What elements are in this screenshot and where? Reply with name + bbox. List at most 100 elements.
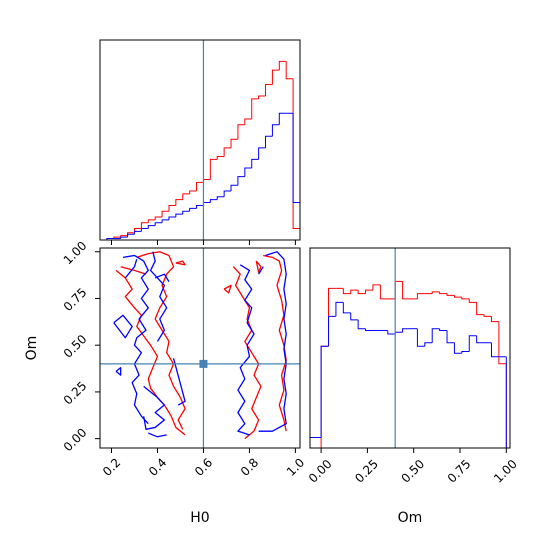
om-blue-bin — [335, 301, 344, 317]
h0-red-bin — [196, 181, 204, 192]
h0-red-bin — [189, 190, 197, 194]
om-blue-bin — [365, 328, 373, 331]
h0-blue-bin — [271, 124, 280, 137]
h0-blue-bin — [175, 213, 183, 217]
om-tick-label: 0.50 — [61, 332, 90, 361]
h0-blue-bin — [258, 147, 266, 160]
om-red-bin — [320, 345, 329, 448]
h0-red-bin — [154, 216, 163, 220]
h0-blue-bin — [127, 233, 135, 238]
h0-red-bin — [168, 204, 176, 212]
om-red-bin — [498, 321, 507, 365]
om-tick-label: 0.25 — [61, 379, 90, 408]
h0-histogram-blue-series — [100, 112, 301, 241]
h0-tick-label: 0.6 — [192, 455, 215, 478]
h0-blue-bin — [189, 207, 197, 212]
h0-blue-bin — [265, 135, 273, 148]
h0-red-bin — [223, 147, 232, 157]
om-red-bin — [342, 288, 351, 295]
h0-red-bin — [258, 95, 266, 99]
om-red-bin — [431, 291, 440, 294]
h0-red-bin — [147, 219, 156, 223]
om-blue-bin — [416, 328, 425, 347]
om-histogram-frame — [309, 247, 511, 449]
om-tick-label: 0.75 — [61, 285, 90, 314]
h0-red-bin — [265, 83, 273, 96]
h0-blue-bin — [161, 219, 169, 223]
om-red-bin — [468, 298, 477, 303]
contour-panel: 0.2 0.4 0.6 0.8 1.0 0.00 0.25 0.50 0.75 1.00 — [61, 239, 307, 479]
h0-red-bin — [202, 179, 211, 183]
truth-marker — [199, 359, 208, 368]
h0-red-bin — [271, 69, 280, 85]
contour-red-line — [263, 254, 287, 432]
contour-blue-line — [149, 251, 168, 342]
om-red-bin — [372, 284, 381, 291]
contour-blue-line — [124, 259, 138, 279]
contour-red-line — [223, 284, 232, 294]
om-red-bin — [476, 302, 485, 316]
h0-red-bin — [251, 98, 259, 120]
om-histogram-tick-label: 0.50 — [398, 457, 427, 486]
h0-red-bin — [278, 60, 287, 71]
h0-red-bin — [237, 124, 245, 140]
contour-blue-line — [143, 385, 166, 430]
contour-blue-line — [172, 358, 186, 406]
om-blue-bin — [424, 342, 433, 347]
h0-blue-bin — [140, 227, 149, 232]
h0-blue-bin — [133, 230, 142, 235]
om-blue-bin — [357, 319, 366, 330]
om-red-bin — [461, 297, 470, 300]
om-red-bin — [439, 291, 448, 295]
h0-blue-bin — [230, 184, 238, 192]
contour-blue-line — [148, 432, 167, 438]
h0-blue-bin — [202, 202, 211, 206]
om-red-bin — [379, 284, 388, 300]
contour-blue-line — [258, 251, 287, 432]
om-histogram-tick-label: 1.00 — [491, 457, 520, 486]
om-blue-bin — [490, 342, 499, 358]
h0-histogram-panel — [99, 39, 301, 245]
om-red-bin — [453, 295, 462, 298]
om-y-axis-label: Om — [24, 336, 40, 361]
om-red-bin — [446, 293, 455, 296]
h0-blue-bin — [292, 113, 300, 204]
om-histogram-tick-label: 0.00 — [306, 457, 335, 486]
om-axis-ticks: 0.00 0.25 0.50 0.75 1.00 — [61, 239, 100, 454]
h0-blue-bin — [168, 216, 176, 220]
om-blue-bin — [394, 331, 403, 334]
h0-blue-bin — [223, 190, 232, 197]
h0-tick-label: 0.8 — [238, 455, 261, 478]
contour-red-series — [115, 251, 287, 440]
om-blue-bin — [461, 351, 470, 354]
h0-axis-ticks: 0.2 0.4 0.6 0.8 1.0 — [100, 448, 307, 479]
om-blue-bin — [387, 330, 396, 335]
om-blue-bin — [431, 328, 440, 343]
om-blue-bin — [309, 436, 322, 448]
h0-blue-bin — [209, 199, 218, 203]
h0-axis-label: H0 — [190, 510, 209, 526]
om-red-bin — [365, 289, 373, 294]
om-red-bin — [394, 280, 403, 299]
h0-red-bin — [216, 155, 225, 160]
h0-red-bin — [161, 210, 169, 217]
h0-histogram-ticks — [110, 240, 296, 245]
h0-blue-bin — [147, 225, 156, 229]
om-histogram-tick-label: 0.25 — [352, 457, 381, 486]
om-histogram-panel: 0.00 0.25 0.50 0.75 1.00 — [306, 247, 520, 486]
h0-red-bin — [175, 199, 183, 206]
contour-red-line — [120, 266, 147, 275]
om-blue-bin — [468, 335, 477, 352]
h0-red-bin — [230, 138, 238, 148]
h0-red-bin — [209, 158, 218, 180]
h0-tick-label: 0.4 — [146, 455, 169, 478]
om-axis-label: Om — [398, 510, 423, 526]
contour-blue-series — [113, 251, 287, 438]
h0-blue-bin — [244, 167, 252, 177]
om-red-bin — [357, 290, 366, 295]
contour-blue-line — [122, 254, 149, 425]
contour-blue-line — [237, 264, 255, 436]
contour-red-line — [232, 266, 262, 440]
om-histogram-red-series — [320, 280, 507, 448]
